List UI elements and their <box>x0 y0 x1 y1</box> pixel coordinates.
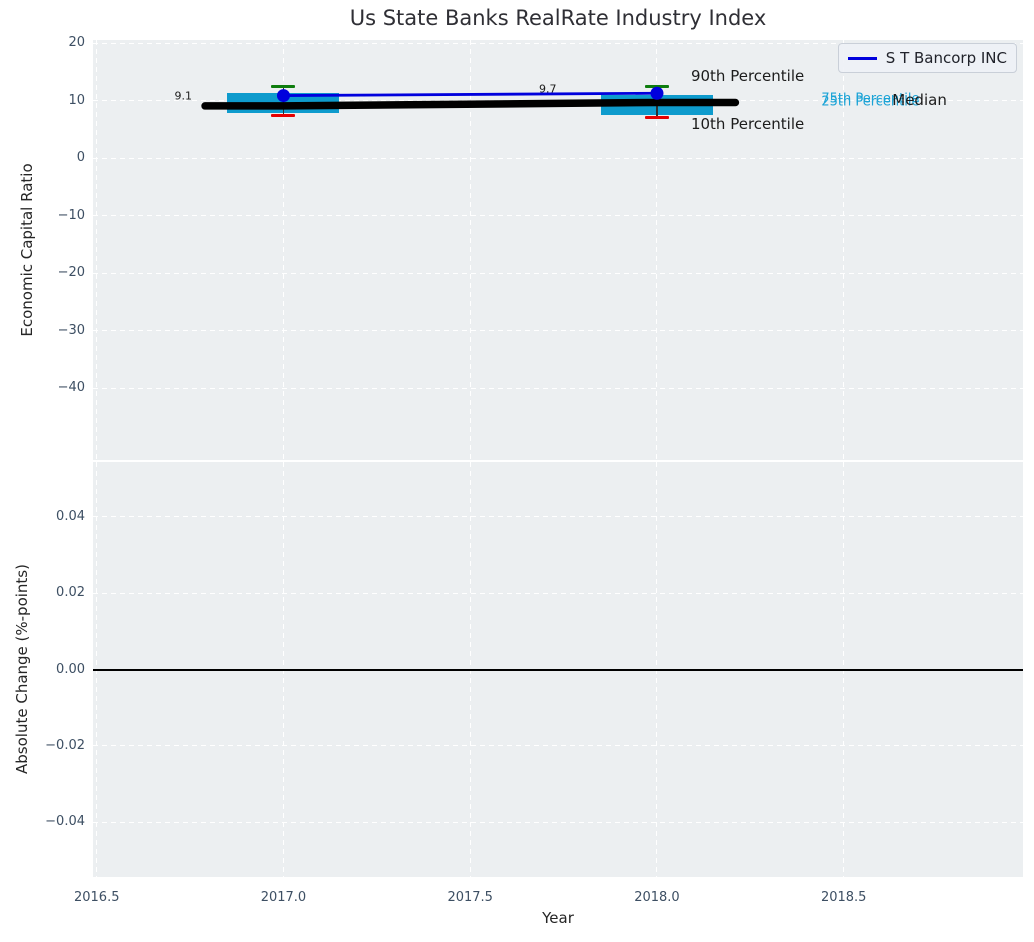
y-tick-label: 0.00 <box>56 661 85 679</box>
y-axis-label-top: Economic Capital Ratio <box>18 163 36 336</box>
x-tick-label: 2018.5 <box>804 889 884 907</box>
gridline-horizontal <box>93 822 1023 823</box>
annotation-p10-label: 10th Percentile <box>691 115 804 133</box>
legend-line-sample <box>848 57 877 60</box>
gridline-horizontal <box>93 593 1023 594</box>
x-tick-label: 2018.0 <box>617 889 697 907</box>
gridline-horizontal <box>93 516 1023 517</box>
y-tick-label: 10 <box>68 92 85 110</box>
y-tick-label: −0.02 <box>45 737 85 755</box>
gridline-horizontal <box>93 745 1023 746</box>
y-tick-label: 0.04 <box>56 508 85 526</box>
y-tick-label: −40 <box>58 379 85 397</box>
annotation-median-value-2018: 9.7 <box>539 83 557 96</box>
x-tick-label: 2017.0 <box>243 889 323 907</box>
annotation-p90-label: 90th Percentile <box>691 67 804 85</box>
y-tick-label: 20 <box>68 34 85 52</box>
y-tick-label: −0.04 <box>45 813 85 831</box>
annotation-median-value-2017: 9.1 <box>175 89 193 102</box>
company-point <box>650 87 663 100</box>
y-tick-label: 0.02 <box>56 584 85 602</box>
bottom-axes <box>93 462 1023 877</box>
zero-reference-line <box>93 669 1023 671</box>
y-tick-label: 0 <box>77 149 85 167</box>
company-point <box>277 89 290 102</box>
y-axis-label-bottom: Absolute Change (%-points) <box>13 564 31 774</box>
x-tick-label: 2017.5 <box>430 889 510 907</box>
legend-series-label: S T Bancorp INC <box>886 49 1007 67</box>
chart-title: Us State Banks RealRate Industry Index <box>93 6 1023 30</box>
x-axis-label: Year <box>93 909 1023 927</box>
median-line <box>205 102 735 105</box>
annotation-median-label: Median <box>892 91 947 109</box>
company-line <box>283 93 656 95</box>
legend: S T Bancorp INC <box>838 43 1017 73</box>
y-tick-label: −30 <box>58 322 85 340</box>
y-tick-label: −10 <box>58 207 85 225</box>
figure: Us State Banks RealRate Industry Index E… <box>0 0 1034 942</box>
x-tick-label: 2016.5 <box>57 889 137 907</box>
y-tick-label: −20 <box>58 264 85 282</box>
